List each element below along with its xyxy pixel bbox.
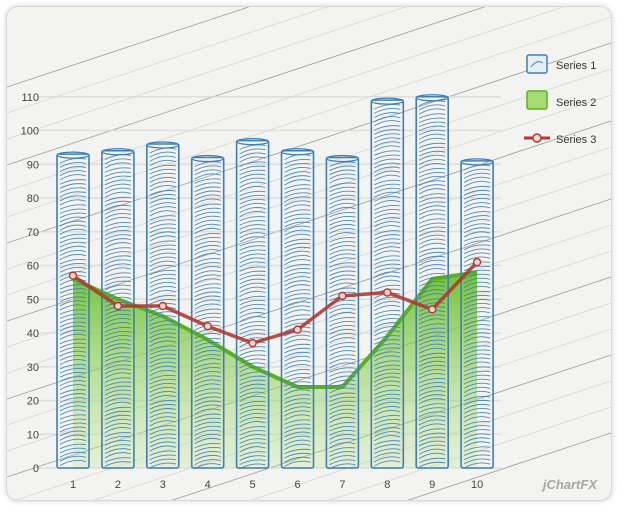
x-tick-label: 7 — [339, 479, 345, 491]
series-3-point — [472, 257, 482, 267]
series-3-point — [338, 291, 347, 301]
x-tick-label: 6 — [294, 479, 300, 491]
series-3-point — [248, 338, 257, 348]
x-tick-label: 9 — [429, 479, 435, 491]
x-tick-label: 8 — [384, 479, 390, 491]
series-3-point — [113, 301, 123, 311]
y-tick-label: 60 — [27, 261, 39, 273]
bar-series-1 — [101, 148, 135, 469]
legend-label-series-3: Series 3 — [556, 134, 596, 146]
bar-series-1 — [235, 138, 270, 470]
bar-series-1 — [56, 151, 90, 469]
bar-series-1 — [370, 97, 405, 469]
series-3-point — [158, 301, 168, 311]
y-tick-label: 20 — [27, 396, 39, 408]
legend-item-series-1: Series 1 — [526, 54, 596, 74]
legend: Series 1 Series 2 Series 3 — [524, 54, 596, 146]
series-3-point — [203, 322, 212, 331]
legend-label-series-2: Series 2 — [556, 97, 596, 109]
brand-logo: jChartFX — [542, 477, 597, 492]
series-3-line — [68, 257, 482, 348]
y-tick-label: 100 — [21, 126, 39, 138]
bar-series-1 — [415, 94, 450, 469]
x-tick-label: 3 — [160, 479, 166, 491]
legend-item-series-3: Series 3 — [524, 133, 596, 146]
y-tick-label: 30 — [27, 362, 39, 374]
bar-series-1 — [280, 148, 315, 469]
y-tick-label: 70 — [27, 227, 39, 239]
series-3-point — [383, 288, 392, 297]
series-3-point — [68, 271, 78, 280]
y-tick-label: 80 — [27, 193, 39, 205]
x-tick-label: 10 — [471, 479, 483, 491]
y-tick-label: 50 — [27, 294, 39, 306]
y-tick-label: 90 — [27, 159, 39, 171]
series-3-point — [428, 305, 437, 314]
x-tick-label: 5 — [250, 479, 256, 491]
x-tick-label: 2 — [115, 479, 121, 491]
chart-frame: 0 10 20 30 40 50 60 70 80 90 100 110 1 2 3 4 5 6 7 8 9 10 Se… — [6, 6, 612, 501]
y-tick-label: 40 — [27, 328, 39, 340]
x-axis-ticks: 1 2 3 4 5 6 7 8 9 10 — [70, 479, 483, 491]
bar-series-1 — [325, 154, 360, 470]
chart-plot: 0 10 20 30 40 50 60 70 80 90 100 110 1 2 3 4 5 6 7 8 9 10 Se… — [7, 7, 611, 500]
y-axis-ticks: 0 10 20 30 40 50 60 70 80 90 100 110 — [21, 92, 39, 475]
legend-label-series-1: Series 1 — [556, 60, 596, 72]
bar-series-1 — [460, 158, 494, 469]
bar-series-1 — [146, 141, 180, 469]
series-1-bars — [56, 94, 494, 470]
series-3-point — [293, 325, 302, 334]
y-tick-label: 10 — [27, 429, 39, 441]
legend-item-series-2: Series 2 — [526, 90, 596, 110]
x-tick-label: 1 — [70, 479, 76, 491]
y-tick-label: 0 — [33, 463, 39, 475]
bar-series-1 — [190, 154, 225, 470]
y-tick-label: 110 — [21, 92, 39, 104]
series-3-path — [72, 260, 479, 345]
x-tick-label: 4 — [205, 479, 211, 491]
